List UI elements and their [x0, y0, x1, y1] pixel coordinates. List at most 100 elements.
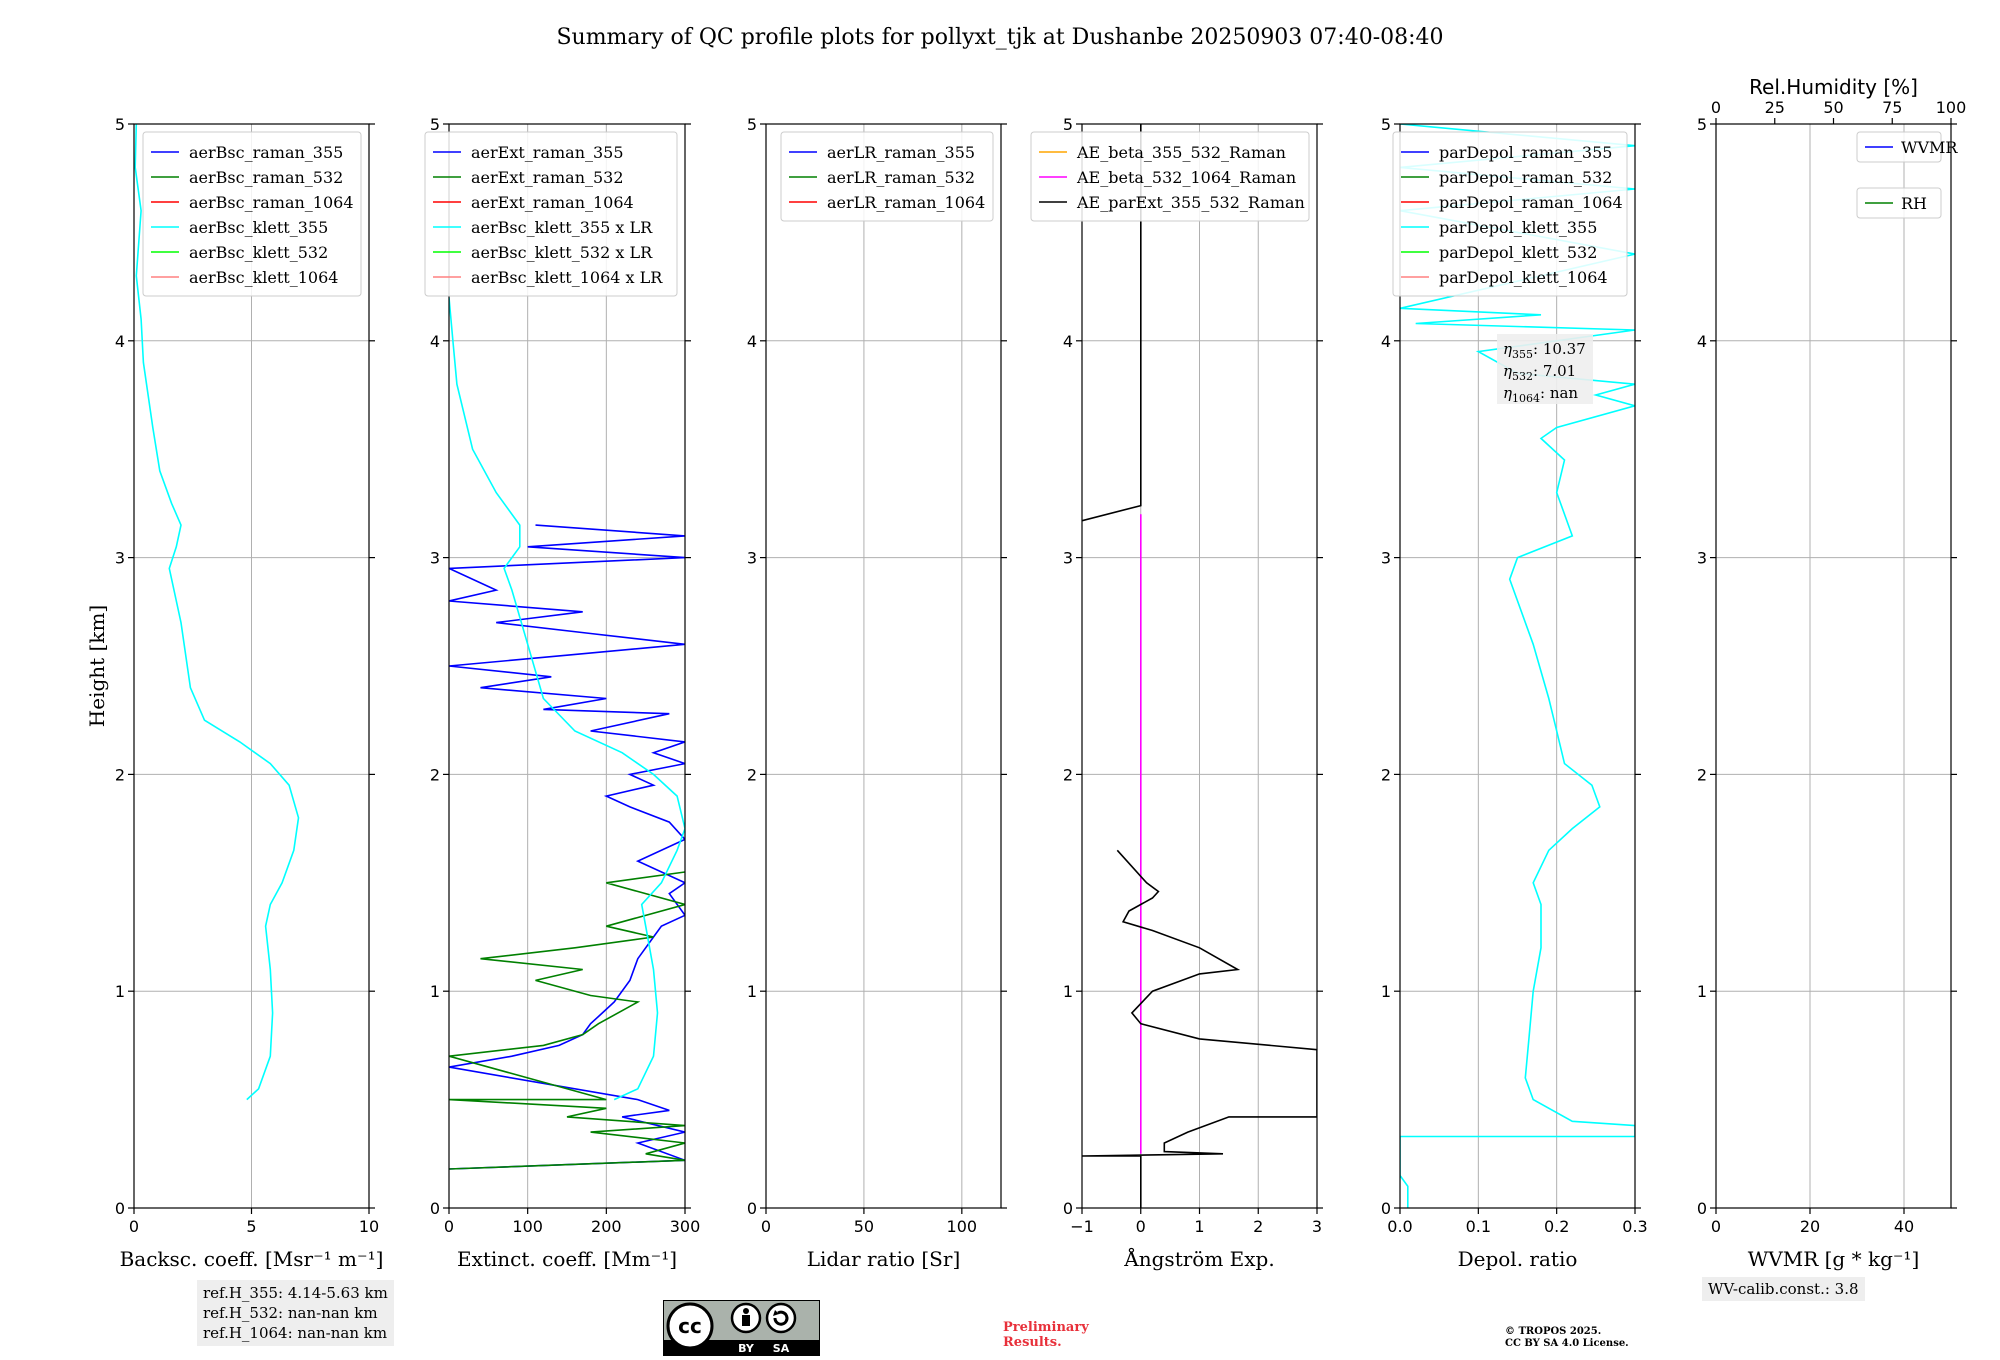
series-line-AE_parExt_355_532_Raman-upper: [1082, 124, 1142, 522]
y-tick-label: 0: [1697, 1199, 1707, 1218]
legend-label: AE_beta_355_532_Raman: [1076, 143, 1286, 162]
legend-label: WVMR: [1901, 138, 1958, 157]
legend: AE_beta_355_532_Raman AE_beta_532_1064_Ra…: [1030, 131, 1310, 222]
y-tick-label: 3: [1063, 549, 1073, 568]
top-x-tick-label: 100: [1936, 98, 1967, 117]
y-tick-label: 5: [1697, 115, 1707, 134]
legend-label: aerBsc_klett_1064 x LR: [471, 268, 663, 287]
y-tick-label: 0: [1063, 1199, 1073, 1218]
legend-label: AE_beta_532_1064_Raman: [1076, 168, 1296, 187]
series-group: [1400, 124, 1635, 1208]
series-line-parDepol_klett_355: [1400, 124, 1635, 1208]
legend-label: aerLR_raman_355: [827, 143, 975, 162]
axes-frame: [448, 123, 686, 1209]
y-tick-label: 2: [1381, 765, 1391, 784]
legend-label: parDepol_klett_1064: [1439, 268, 1608, 287]
y-tick-label: 4: [115, 332, 125, 351]
x-tick-label: 0.3: [1622, 1217, 1647, 1236]
legend-label: parDepol_raman_355: [1439, 143, 1612, 162]
share-alike-icon: [765, 1302, 797, 1334]
y-tick-label: 0: [747, 1199, 757, 1218]
panel-wv: 0 20 40 0 1 2 3 4 5 WVMR [g * kg⁻¹] 0 25 50 75 100 Rel.…: [1697, 75, 1966, 1271]
panel-depol: 0.0 0.1 0.2 0.3 0 1 2 3 4 5 Depol. ratio parDepol_r…: [1381, 115, 1648, 1271]
cc-by-sa-badge[interactable]: cc BY SA: [663, 1300, 820, 1356]
x-axis-label: Depol. ratio: [1458, 1247, 1578, 1271]
cc-badge-cc: cc: [678, 1314, 702, 1338]
axes-frame: [1715, 123, 1952, 1209]
legend-label: aerBsc_klett_532 x LR: [471, 243, 653, 262]
panel-extinction: 0 100 200 300 0 1 2 3 4 5 Extinct. coeff. [Mm⁻¹] ae…: [424, 115, 701, 1271]
x-tick-label: 0: [1136, 1217, 1146, 1236]
series-line-aerExt_raman_532: [449, 871, 685, 1170]
legend-box: [1856, 187, 1942, 219]
legend-box: [1030, 131, 1310, 222]
preliminary-line-2: Results.: [1003, 1335, 1062, 1350]
x-tick-label: −1: [1070, 1217, 1094, 1236]
axes-frame: [1399, 123, 1636, 1209]
x-tick-label: 10: [359, 1217, 379, 1236]
x-tick-label: 1: [1194, 1217, 1204, 1236]
legend-box: [1856, 131, 1942, 163]
x-axis-label: Backsc. coeff. [Msr⁻¹ m⁻¹]: [120, 1247, 384, 1271]
x-tick-label: 20: [1800, 1217, 1820, 1236]
legend-label: aerBsc_raman_532: [189, 168, 343, 187]
legend-box: [142, 131, 362, 297]
y-tick-label: 3: [1697, 549, 1707, 568]
y-tick-label: 2: [115, 765, 125, 784]
y-tick-label: 3: [747, 549, 757, 568]
legend-label: aerExt_raman_355: [471, 143, 624, 162]
y-tick-label: 4: [1381, 332, 1391, 351]
reference-height-box: ref.H_355: 4.14-5.63 km ref.H_532: nan-n…: [197, 1280, 394, 1346]
cc-badge-sa: SA: [773, 1342, 790, 1355]
top-axis-label: Rel.Humidity [%]: [1749, 75, 1918, 99]
y-tick-label: 5: [1063, 115, 1073, 134]
top-x-tick-label: 50: [1823, 98, 1843, 117]
y-tick-label: 1: [115, 982, 125, 1001]
legend-label: parDepol_raman_532: [1439, 168, 1612, 187]
series-line-aerBsc_klett_355-x-LR: [449, 297, 685, 1101]
legend-label: aerBsc_raman_1064: [189, 193, 354, 212]
top-x-tick-label: 75: [1882, 98, 1902, 117]
y-tick-label: 1: [1381, 982, 1391, 1001]
copyright-line-1: © TROPOS 2025.: [1505, 1326, 1602, 1337]
x-tick-label: 0: [444, 1217, 454, 1236]
x-tick-label: 40: [1894, 1217, 1914, 1236]
legend-label: AE_parExt_355_532_Raman: [1076, 193, 1305, 212]
ref-height-1064: ref.H_1064: nan-nan km: [203, 1324, 388, 1342]
y-tick-label: 2: [430, 765, 440, 784]
y-tick-label: 1: [1063, 982, 1073, 1001]
y-tick-label: 4: [1697, 332, 1707, 351]
x-tick-label: 0: [1711, 1217, 1721, 1236]
x-tick-label: 5: [246, 1217, 256, 1236]
y-tick-label: 2: [1063, 765, 1073, 784]
x-tick-label: 100: [947, 1217, 978, 1236]
y-tick-label: 1: [1697, 982, 1707, 1001]
y-tick-label: 1: [430, 982, 440, 1001]
y-tick-label: 5: [1381, 115, 1391, 134]
x-tick-label: 0: [761, 1217, 771, 1236]
legend-label: parDepol_raman_1064: [1439, 193, 1623, 212]
x-tick-label: 0: [129, 1217, 139, 1236]
series-group: [449, 297, 685, 1170]
panel-backscatter: 0 5 10 0 1 2 3 4 5 Backsc. coeff. [Msr⁻¹ m⁻¹] Heig…: [85, 115, 383, 1271]
legend: parDepol_raman_355 parDepol_raman_532 parD…: [1392, 131, 1628, 297]
legend-label: aerLR_raman_532: [827, 168, 975, 187]
cc-badge-by: BY: [738, 1342, 755, 1355]
y-tick-label: 0: [115, 1199, 125, 1218]
y-tick-label: 1: [747, 982, 757, 1001]
legend-box: [1392, 131, 1628, 297]
preliminary-line-1: Preliminary: [1003, 1320, 1089, 1335]
ref-height-532: ref.H_532: nan-nan km: [203, 1304, 378, 1322]
x-tick-label: 300: [670, 1217, 701, 1236]
x-tick-label: 0.2: [1544, 1217, 1569, 1236]
x-axis-label: Extinct. coeff. [Mm⁻¹]: [457, 1247, 677, 1271]
legend: aerExt_raman_355 aerExt_raman_532 aerExt_r…: [424, 131, 678, 297]
top-x-tick-label: 25: [1765, 98, 1785, 117]
wv-calibration-box: WV-calib.const.: 3.8: [1702, 1277, 1865, 1301]
y-tick-label: 2: [1697, 765, 1707, 784]
legend-label: aerBsc_klett_1064: [189, 268, 338, 287]
y-tick-label: 0: [430, 1199, 440, 1218]
legend: WVMR RH: [1856, 131, 1958, 219]
